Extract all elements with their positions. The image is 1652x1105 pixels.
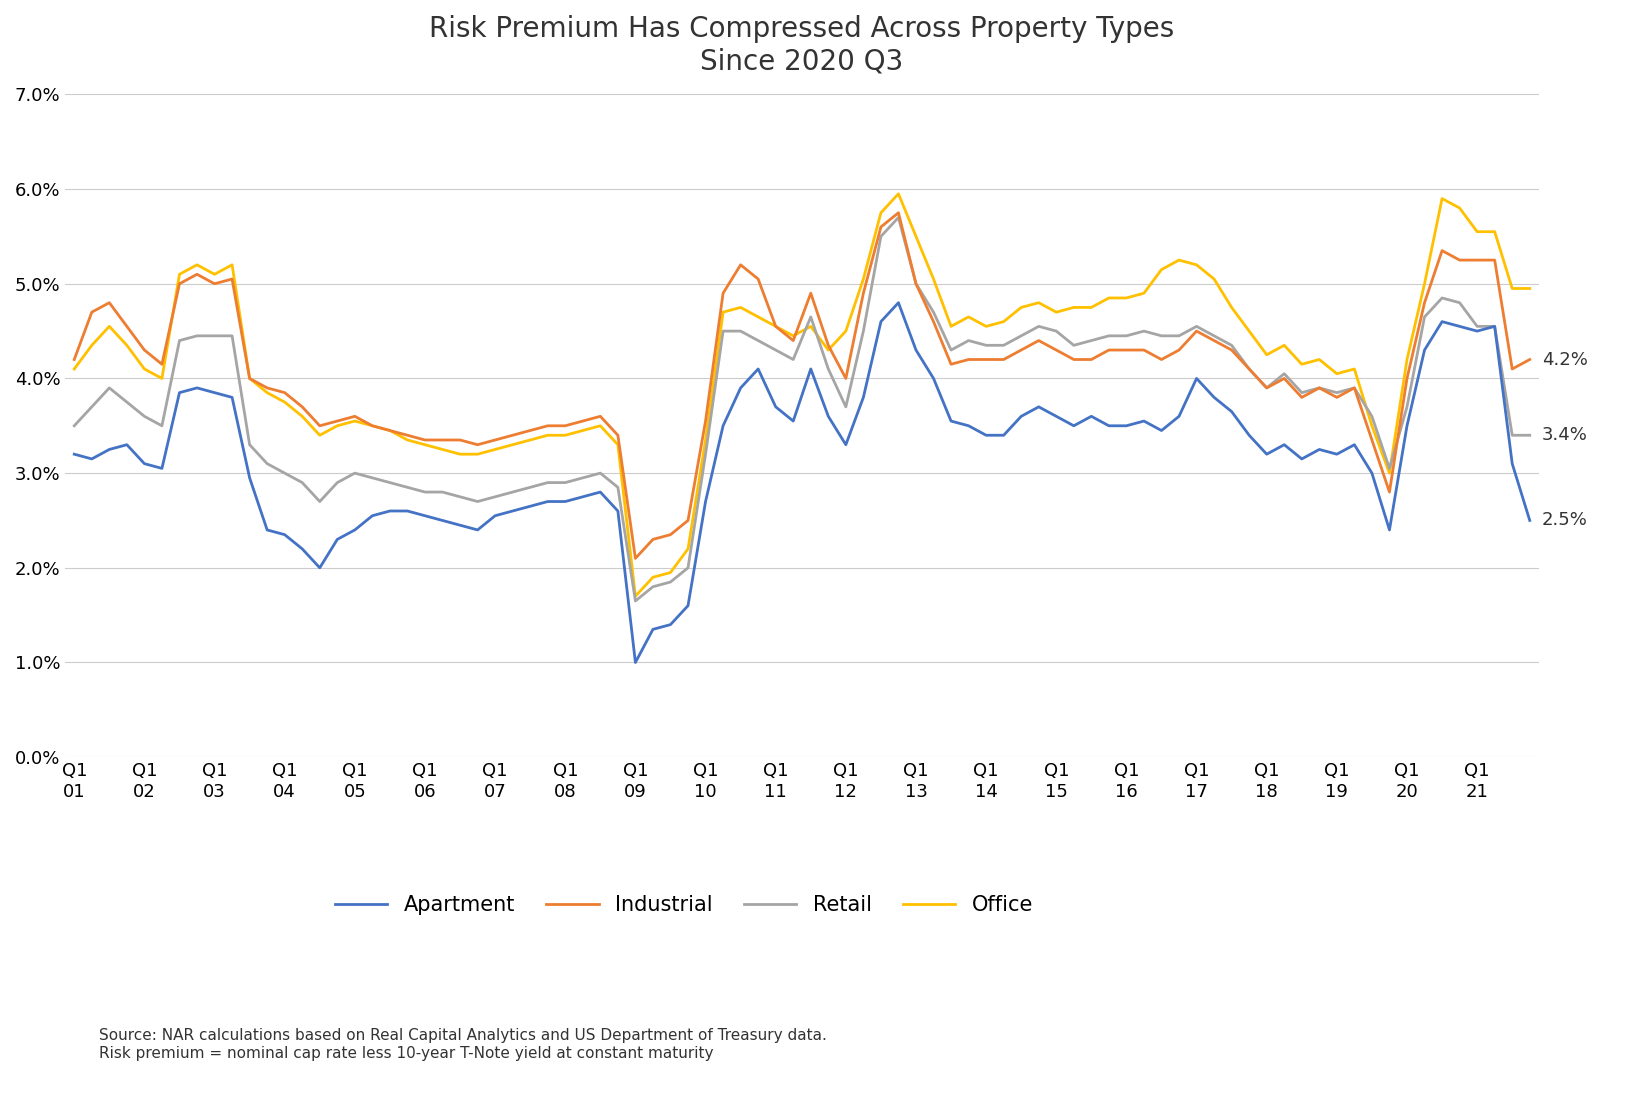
Apartment xyxy=(64,448,84,461)
Apartment xyxy=(730,381,750,394)
Industrial xyxy=(1204,334,1224,347)
Industrial xyxy=(626,551,646,565)
Apartment xyxy=(801,362,821,376)
Office xyxy=(1274,338,1294,351)
Industrial xyxy=(801,286,821,299)
Industrial xyxy=(730,259,750,272)
Retail xyxy=(1520,429,1540,442)
Retail xyxy=(152,419,172,432)
Apartment xyxy=(889,296,909,309)
Apartment xyxy=(83,452,102,465)
Retail xyxy=(83,400,102,413)
Office xyxy=(801,319,821,333)
Office xyxy=(152,371,172,385)
Office xyxy=(83,338,102,351)
Apartment xyxy=(1204,391,1224,404)
Title: Risk Premium Has Compressed Across Property Types
Since 2020 Q3: Risk Premium Has Compressed Across Prope… xyxy=(430,15,1175,75)
Industrial xyxy=(64,352,84,366)
Industrial xyxy=(1274,371,1294,385)
Industrial xyxy=(83,306,102,319)
Apartment xyxy=(1274,438,1294,451)
Retail xyxy=(64,419,84,432)
Industrial xyxy=(1520,352,1540,366)
Retail xyxy=(1274,367,1294,380)
Retail xyxy=(1204,329,1224,343)
Text: 4.2%: 4.2% xyxy=(1541,350,1588,368)
Line: Industrial: Industrial xyxy=(74,213,1530,558)
Apartment xyxy=(626,656,646,670)
Line: Retail: Retail xyxy=(74,218,1530,601)
Office xyxy=(626,590,646,603)
Retail xyxy=(626,594,646,608)
Office xyxy=(730,301,750,314)
Office xyxy=(1520,282,1540,295)
Line: Office: Office xyxy=(74,193,1530,597)
Apartment xyxy=(152,462,172,475)
Industrial xyxy=(152,358,172,371)
Industrial xyxy=(889,207,909,220)
Office xyxy=(1204,273,1224,286)
Office xyxy=(889,187,909,200)
Text: 3.4%: 3.4% xyxy=(1541,427,1588,444)
Retail xyxy=(801,311,821,324)
Text: 2.5%: 2.5% xyxy=(1541,512,1588,529)
Retail xyxy=(889,211,909,224)
Text: Source: NAR calculations based on Real Capital Analytics and US Department of Tr: Source: NAR calculations based on Real C… xyxy=(99,1029,828,1061)
Apartment xyxy=(1520,514,1540,527)
Line: Apartment: Apartment xyxy=(74,303,1530,663)
Office xyxy=(64,362,84,376)
Retail xyxy=(730,325,750,338)
Legend: Apartment, Industrial, Retail, Office: Apartment, Industrial, Retail, Office xyxy=(327,887,1041,924)
